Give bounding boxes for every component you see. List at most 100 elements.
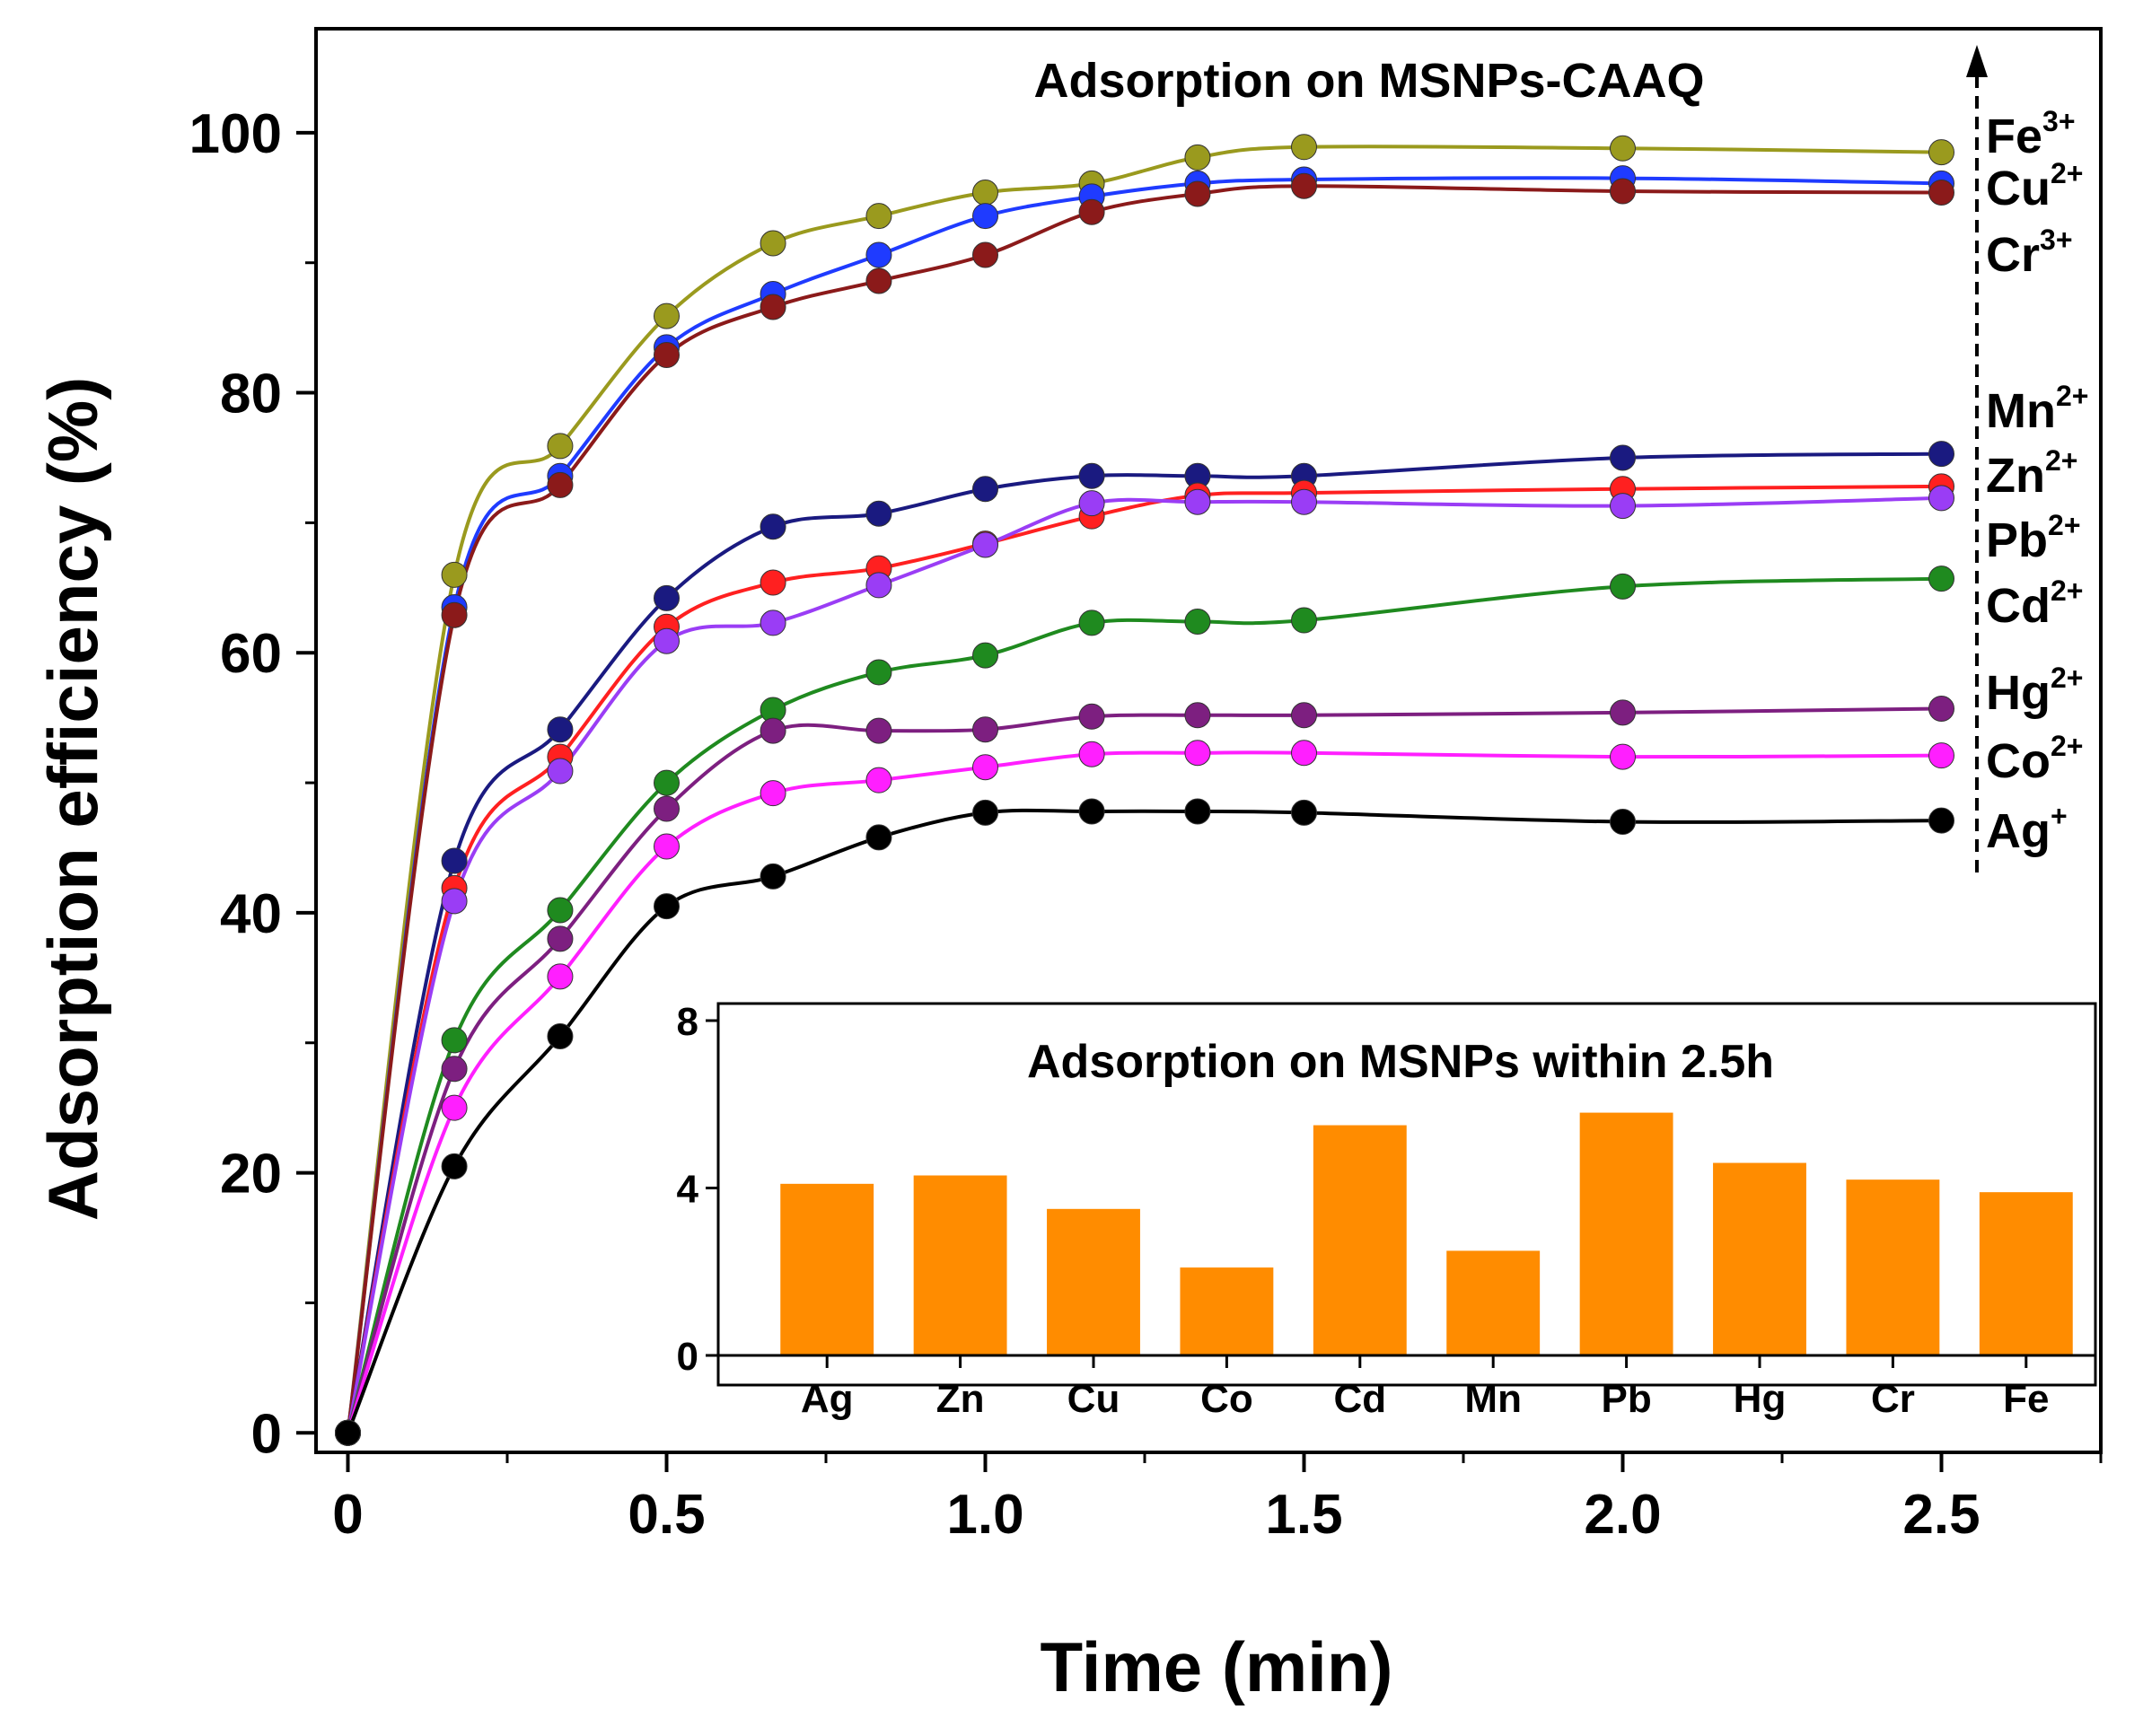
bar-mn — [1446, 1250, 1541, 1355]
y-tick-label: 60 — [220, 623, 282, 685]
data-point-cu — [865, 241, 892, 268]
data-point-cr — [1078, 198, 1105, 225]
data-point-cd — [1184, 608, 1211, 635]
x-tick-label: 1.5 — [1265, 1484, 1342, 1546]
data-point-pb — [547, 758, 574, 785]
x-tick-label: 2.5 — [1902, 1484, 1980, 1546]
x-axis-title: Time (min) — [1041, 1627, 1393, 1706]
ion-charge-ag: + — [2051, 800, 2068, 832]
y-tick-label: 20 — [220, 1144, 282, 1206]
inset-title: Adsorption on MSNPs within 2.5h — [1027, 1036, 1774, 1088]
bar-hg — [1713, 1162, 1806, 1355]
data-point-pb — [1184, 488, 1211, 515]
ion-charge-cu: 2+ — [2051, 157, 2083, 189]
data-point-fe — [1928, 139, 1954, 166]
inset-category-label: Hg — [1734, 1377, 1787, 1421]
data-point-pb — [441, 888, 468, 915]
series-line-pb — [346, 495, 1942, 1434]
ion-charge-hg: 2+ — [2051, 662, 2083, 694]
inset-category-label: Cd — [1333, 1377, 1386, 1421]
main-plot-frame — [314, 27, 2103, 1454]
data-point-fe — [441, 561, 468, 588]
data-point-cd — [1291, 607, 1317, 634]
inset-category-label: Cr — [1871, 1377, 1915, 1421]
data-point-pb — [1291, 488, 1317, 515]
bar-zn — [913, 1175, 1007, 1355]
data-point-cd — [1928, 566, 1954, 592]
data-point-co — [654, 833, 680, 860]
data-point-ag — [335, 1419, 361, 1446]
ion-charge-cd: 2+ — [2051, 574, 2083, 607]
series-line-co — [346, 750, 1942, 1434]
data-point-cd — [972, 642, 998, 669]
data-point-cr — [654, 342, 680, 369]
trend-arrow-head — [1966, 45, 1988, 77]
main-points — [335, 134, 1954, 1446]
y-tick-label: 40 — [220, 883, 282, 945]
ion-charge-zn: 2+ — [2045, 444, 2077, 477]
data-point-cr — [1184, 180, 1211, 207]
series-line-cd — [346, 576, 1942, 1434]
data-point-hg — [1184, 702, 1211, 729]
data-point-fe — [654, 302, 680, 329]
ion-charge-cr: 3+ — [2040, 224, 2072, 256]
inset-frame — [716, 1002, 2097, 1387]
ion-label-zn: Zn2+ — [1986, 444, 2077, 503]
data-point-cd — [865, 659, 892, 686]
data-point-ag — [1610, 809, 1636, 836]
data-point-mn — [1078, 462, 1105, 489]
data-point-cr — [1291, 172, 1317, 199]
ion-label-cr: Cr3+ — [1986, 224, 2073, 282]
data-point-fe — [760, 230, 786, 257]
data-point-fe — [1610, 135, 1636, 162]
bar-co — [1180, 1267, 1274, 1355]
inset-y-tick-label: 4 — [677, 1168, 699, 1212]
data-point-pb — [654, 627, 680, 654]
data-point-cd — [547, 897, 574, 924]
series-line-hg — [346, 706, 1942, 1434]
data-point-cr — [1928, 179, 1954, 206]
inset-y-tick-label: 0 — [677, 1335, 698, 1379]
data-point-hg — [972, 716, 998, 743]
inset-category-label: Ag — [801, 1377, 854, 1421]
data-point-ag — [547, 1023, 574, 1050]
ion-charge-fe: 3+ — [2042, 105, 2075, 137]
ion-charge-pb: 2+ — [2048, 509, 2080, 541]
series-line-mn — [346, 452, 1942, 1434]
data-point-mn — [654, 584, 680, 611]
data-point-hg — [1928, 696, 1954, 723]
bar-cr — [1846, 1179, 1940, 1355]
inset-category-label: Zn — [936, 1377, 985, 1421]
data-point-hg — [547, 925, 574, 952]
data-point-pb — [760, 609, 786, 636]
data-point-co — [865, 767, 892, 793]
data-point-ag — [1291, 799, 1317, 826]
data-point-hg — [760, 717, 786, 744]
data-point-co — [1610, 743, 1636, 770]
inset-y-tick-label: 8 — [677, 1000, 698, 1044]
data-point-fe — [1291, 134, 1317, 161]
data-point-mn — [1610, 444, 1636, 471]
y-axis-title: Adsorption efficiency (%) — [33, 377, 112, 1221]
data-point-cd — [1610, 573, 1636, 600]
data-point-ag — [1184, 798, 1211, 825]
bar-pb — [1579, 1112, 1673, 1355]
data-point-fe — [972, 179, 998, 206]
data-point-mn — [760, 513, 786, 540]
data-point-mn — [972, 476, 998, 503]
bar-fe — [1979, 1192, 2073, 1355]
inset-category-label: Mn — [1464, 1377, 1522, 1421]
data-point-hg — [441, 1056, 468, 1083]
y-tick-label: 100 — [189, 103, 282, 165]
data-point-co — [1184, 740, 1211, 767]
inset-category-label: Pb — [1601, 1377, 1651, 1421]
data-point-cd — [654, 769, 680, 796]
data-point-fe — [1184, 144, 1211, 171]
data-point-ag — [972, 799, 998, 826]
inset-chart: Ag Zn Cu Co Cd Mn Pb Hg Cr Fe 0 4 8 Adsorption on MS… — [677, 1000, 2097, 1421]
y-tick-label: 0 — [251, 1403, 282, 1465]
data-point-hg — [654, 795, 680, 822]
